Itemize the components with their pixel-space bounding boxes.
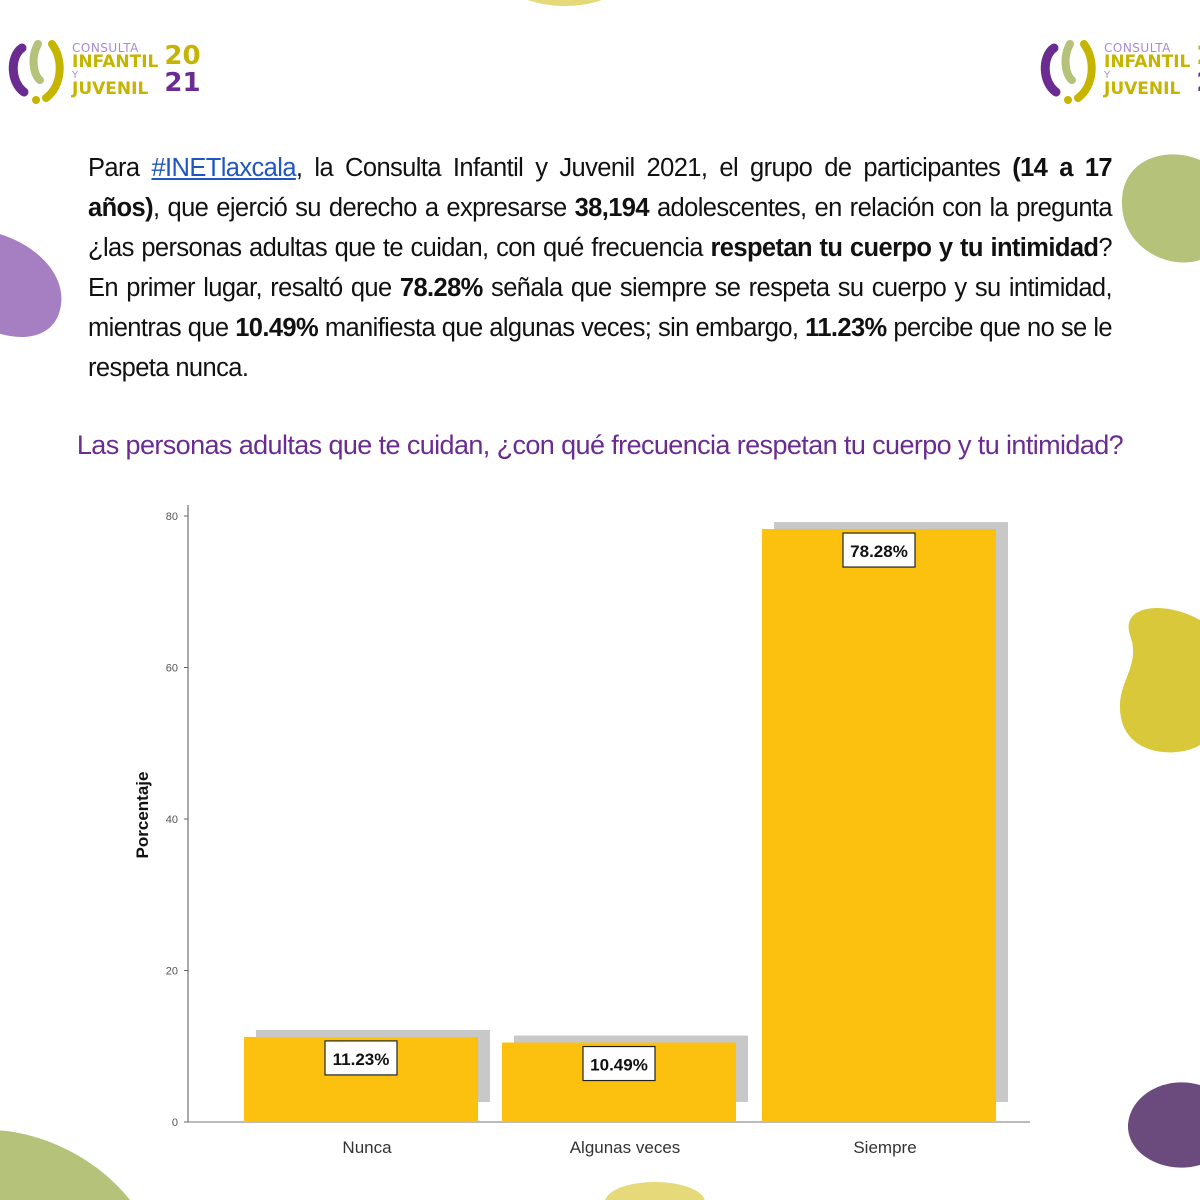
paragraph-bold: 11.23% [805,314,887,342]
paragraph-bold: 78.28% [399,274,483,302]
logo-word-infantil: INFANTIL [1104,52,1191,72]
decorative-blob-right-top [1121,154,1200,263]
consulta-logo-left: CONSULTA INFANTIL Y JUVENIL 20 21 [8,30,201,110]
logo-year-bottom: 21 [164,68,201,98]
data-label-box [842,532,916,568]
logo-word-infantil: INFANTIL [72,52,159,72]
paragraph-bold: respetan tu cuerpo y tu intimidad [710,234,1099,262]
y-tick-label: 80 [166,511,178,523]
x-tick-label: Algunas veces [570,1138,681,1157]
logo-year: 20 21 [1196,42,1200,98]
bar [762,529,996,1122]
data-label-box [324,1040,398,1076]
paragraph-text: señala que siempre se respeta su cuerpo … [88,274,1113,342]
logo-year-bottom: 21 [1196,69,1200,97]
data-label: 10.49% [590,1056,648,1075]
decorative-blob-right-mid [1119,608,1200,753]
x-tick-label: Nunca [342,1138,392,1157]
consulta-logo-right: CONSULTA INFANTIL Y JUVENIL 20 21 [1040,30,1200,110]
paragraph-text: , la Consulta Infantil y Juvenil 2021, e… [295,154,1013,182]
logo-year: 20 21 [164,40,201,98]
data-label-box [582,1045,656,1082]
data-label: 11.23% [333,1050,390,1069]
paragraph-bold: 38,194 [574,194,650,222]
x-ticks: Nunca Algunas veces Siempre [342,1138,916,1157]
logo-word-juvenil: JUVENIL [1104,79,1181,99]
chart-title: Las personas adultas que te cuidan, ¿con… [76,430,1124,460]
bars: 11.23% 10.49% 78.28% [244,522,1008,1122]
data-label: 78.28% [850,542,908,561]
hashtag-link[interactable]: #INETlaxcala [151,154,296,182]
y-tick-label: 0 [172,1117,178,1129]
x-tick-label: Siempre [853,1138,916,1157]
logo-mark-icon [8,40,64,104]
y-tick-label: 20 [166,966,178,978]
paragraph-text: adolescentes, en relación con la pregunt… [88,194,1113,262]
logo-word-y: Y [1104,70,1111,81]
decorative-blob-bottom-mid [605,1182,705,1200]
decorative-blob-right-bottom [1127,1082,1200,1168]
decorative-blob-top [527,0,603,6]
logo-word-consulta: CONSULTA [1104,41,1171,55]
paragraph-text: percibe que no se le respeta nunca. [88,314,1113,382]
paragraph-text: Para [88,154,152,182]
paragraph-text: , que ejerció su derecho a expresarse [153,194,575,222]
logo-year-top: 20 [1196,42,1200,70]
paragraph-text: ? En primer lugar, resaltó que [88,234,1113,302]
decorative-blob-bottom-left [0,1130,130,1200]
logo-mark-icon [1040,40,1096,104]
intro-paragraph: Para #INETlaxcala, la Consulta Infantil … [88,148,1113,388]
y-tick-label: 40 [166,814,178,826]
logo-year-top: 20 [164,40,201,71]
paragraph-bold: 10.49% [235,314,319,342]
paragraph-bold: (14 a 17 años) [88,154,1113,222]
y-tick-label: 60 [166,663,178,675]
logo-word-consulta: CONSULTA [72,41,139,55]
logo-word-y: Y [72,70,79,81]
logo-word-juvenil: JUVENIL [72,79,149,99]
y-ticks: 0 20 40 60 80 [166,511,188,1129]
y-axis-label: Porcentaje [133,772,152,859]
decorative-blob-left [0,234,62,337]
paragraph-text: manifiesta que algunas veces; sin embarg… [318,314,806,342]
